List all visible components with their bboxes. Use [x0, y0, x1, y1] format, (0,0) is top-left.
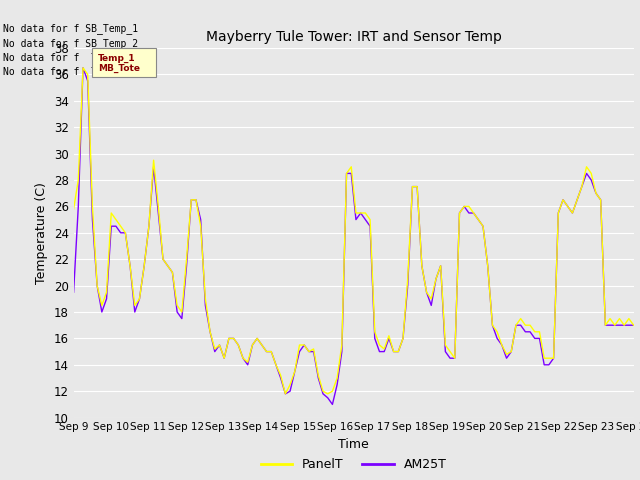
X-axis label: Time: Time	[338, 438, 369, 451]
Legend: PanelT, AM25T: PanelT, AM25T	[256, 453, 451, 476]
Title: Mayberry Tule Tower: IRT and Sensor Temp: Mayberry Tule Tower: IRT and Sensor Temp	[205, 30, 502, 44]
Text: No data for f  Temp_1: No data for f Temp_1	[3, 52, 127, 63]
Text: No data for f  Temp_2: No data for f Temp_2	[3, 66, 127, 77]
Text: Temp_1: Temp_1	[98, 54, 136, 63]
Text: No data for f SB_Temp_1: No data for f SB_Temp_1	[3, 23, 138, 34]
Text: MB_Tote: MB_Tote	[98, 63, 140, 72]
Text: No data for f SB_Temp_2: No data for f SB_Temp_2	[3, 37, 138, 48]
Y-axis label: Temperature (C): Temperature (C)	[35, 182, 48, 284]
